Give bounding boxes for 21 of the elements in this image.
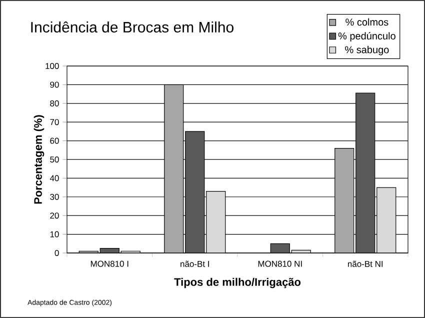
y-tick-label: 0	[54, 250, 59, 256]
y-axis-title: Porcentagem (%)	[34, 115, 44, 204]
y-tick-label: 70	[50, 119, 59, 126]
x-tick-label: não-Bt I	[180, 260, 209, 267]
y-tick-label: 60	[50, 138, 59, 144]
legend-label: % colmos	[346, 18, 388, 26]
y-tick-label: 40	[50, 175, 59, 182]
y-tick-label: 10	[50, 231, 59, 238]
x-tick-label: MON810 NI	[258, 260, 302, 267]
chart-title: Incidência de Brocas em Milho	[31, 21, 234, 33]
x-axis-title: Tipos de milho/Irrigação	[174, 278, 301, 288]
y-tick-label: 100	[46, 62, 59, 69]
legend-label: % sabugo	[345, 46, 389, 56]
y-tick-label: 50	[50, 156, 59, 162]
x-tick-label: não-Bt NI	[348, 260, 383, 267]
y-tick-label: 80	[50, 100, 59, 106]
y-tick-label: 90	[50, 82, 59, 88]
x-tick-label: MON810 I	[90, 260, 128, 267]
legend-label: % pedúnculo	[338, 32, 396, 42]
y-tick-label: 30	[50, 194, 59, 200]
y-tick-label: 20	[50, 212, 59, 219]
